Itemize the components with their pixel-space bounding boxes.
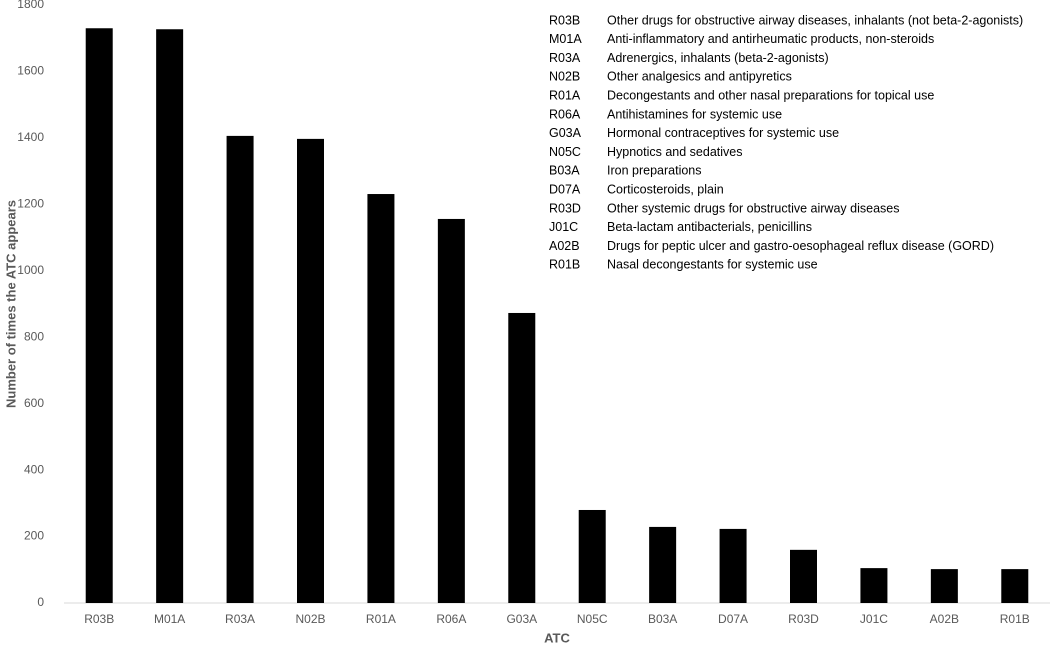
x-tick-label: R01A: [366, 612, 396, 626]
annotation-description: Drugs for peptic ulcer and gastro-oesoph…: [607, 239, 994, 253]
bar: [226, 135, 254, 603]
bar: [790, 549, 817, 603]
x-tick-label: A02B: [930, 612, 959, 626]
x-tick-label: D07A: [718, 612, 748, 626]
annotation-code: M01A: [549, 32, 582, 46]
annotation-code: J01C: [549, 220, 578, 234]
annotation-code: R01B: [549, 258, 580, 272]
annotation-code: D07A: [549, 182, 581, 196]
y-tick-label: 1200: [17, 197, 44, 211]
x-tick-label: J01C: [860, 612, 888, 626]
annotation-code: G03A: [549, 126, 582, 140]
annotation-description: Anti-inflammatory and antirheumatic prod…: [607, 32, 934, 46]
x-tick-label: R03D: [788, 612, 819, 626]
annotation-description: Beta-lactam antibacterials, penicillins: [607, 220, 812, 234]
annotation-code: R03A: [549, 51, 581, 65]
annotation-code: A02B: [549, 239, 580, 253]
y-axis-title: Number of times the ATC appears: [3, 200, 18, 408]
annotation-code: R01A: [549, 88, 581, 102]
y-tick-label: 0: [37, 595, 44, 609]
y-tick-label: 600: [24, 396, 44, 410]
y-tick-label: 400: [24, 462, 44, 476]
x-tick-label: M01A: [154, 612, 185, 626]
annotation-description: Hypnotics and sedatives: [607, 145, 743, 159]
y-tick-label: 800: [24, 329, 44, 343]
bar: [297, 138, 324, 603]
x-tick-label: N02B: [295, 612, 325, 626]
bar: [156, 29, 184, 604]
bar: [719, 528, 747, 603]
bar: [437, 218, 465, 603]
x-tick-label: B03A: [648, 612, 677, 626]
annotation-description: Other analgesics and antipyretics: [607, 70, 792, 84]
y-tick-label: 1800: [17, 0, 44, 11]
annotation-code: R03B: [549, 13, 580, 27]
bar: [860, 568, 888, 603]
annotation-code: N05C: [549, 145, 581, 159]
x-tick-label: R03A: [225, 612, 255, 626]
x-tick-label: R03B: [84, 612, 114, 626]
y-tick-label: 1000: [17, 263, 44, 277]
bar: [1001, 569, 1029, 603]
annotation-description: Other systemic drugs for obstructive air…: [607, 201, 899, 215]
annotation-description: Antihistamines for systemic use: [607, 107, 782, 121]
annotation-code: R03D: [549, 201, 581, 215]
x-axis-title: ATC: [544, 630, 570, 645]
annotation-description: Corticosteroids, plain: [607, 182, 724, 196]
y-tick-label: 200: [24, 529, 44, 543]
annotation-code: B03A: [549, 164, 580, 178]
annotation-description: Adrenergics, inhalants (beta-2-agonists): [607, 51, 829, 65]
bar: [508, 312, 536, 603]
bar: [578, 509, 606, 603]
x-tick-label: R06A: [436, 612, 466, 626]
annotation-description: Decongestants and other nasal preparatio…: [607, 88, 934, 102]
bar: [930, 569, 958, 603]
annotation-code: N02B: [549, 70, 580, 84]
bar: [649, 526, 677, 603]
x-tick-label: N05C: [577, 612, 608, 626]
bar: [367, 194, 395, 604]
annotation-description: Iron preparations: [607, 164, 702, 178]
annotation-description: Hormonal contraceptives for systemic use: [607, 126, 839, 140]
annotation-description: Other drugs for obstructive airway disea…: [607, 13, 1023, 27]
bar: [85, 28, 113, 604]
annotation-code: R06A: [549, 107, 581, 121]
x-tick-label: R01B: [1000, 612, 1030, 626]
x-tick-label: G03A: [506, 612, 537, 626]
y-tick-label: 1400: [17, 130, 44, 144]
annotation-description: Nasal decongestants for systemic use: [607, 258, 818, 272]
y-tick-label: 1600: [17, 64, 44, 78]
